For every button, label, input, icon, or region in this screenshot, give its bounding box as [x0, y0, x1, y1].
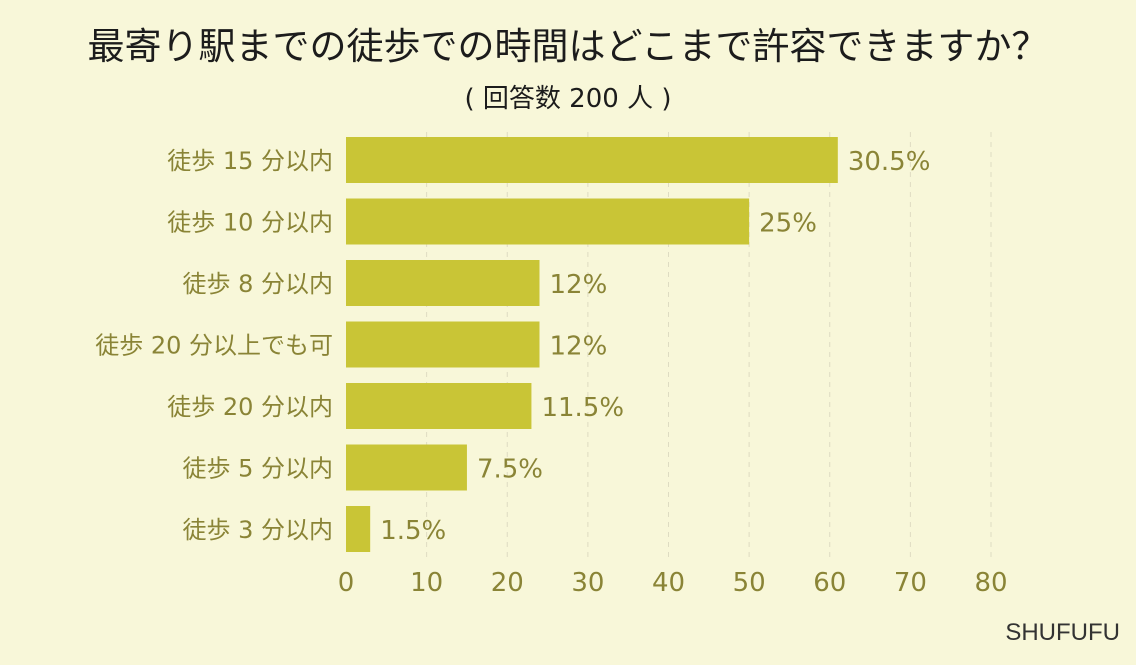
bar	[346, 137, 838, 183]
chart-title: 最寄り駅までの徒歩での時間はどこまで許容できますか？	[87, 25, 1049, 68]
x-tick-label: 0	[338, 568, 355, 598]
category-label: 徒歩 20 分以内	[167, 393, 333, 421]
value-label: 7.5%	[477, 455, 543, 485]
category-label: 徒歩 5 分以内	[182, 455, 333, 483]
bar	[346, 198, 750, 245]
x-tick-label: 20	[491, 568, 524, 598]
category-label: 徒歩 3 分以内	[182, 516, 333, 544]
x-tick-label: 40	[652, 568, 685, 598]
source-label: SHUFUFU	[1005, 619, 1120, 646]
x-tick-label: 10	[410, 568, 443, 598]
x-axis-ticks: 0 10 20 30 40 50 60 70 80	[338, 568, 1008, 598]
category-label: 徒歩 20 分以上でも可	[95, 332, 333, 360]
bar	[346, 506, 371, 552]
value-label: 1.5%	[380, 516, 446, 546]
chart-subtitle: ( 回答数 200 人 )	[464, 84, 672, 114]
value-label: 12%	[550, 270, 608, 300]
value-label: 25%	[759, 209, 817, 239]
category-label: 徒歩 10 分以内	[167, 209, 333, 237]
x-tick-label: 70	[894, 568, 927, 598]
value-label: 12%	[550, 332, 608, 362]
bar	[346, 260, 540, 306]
x-tick-label: 60	[813, 568, 846, 598]
bar	[346, 321, 540, 368]
value-label: 11.5%	[541, 393, 624, 423]
x-tick-label: 50	[733, 568, 766, 598]
category-label: 徒歩 15 分以内	[167, 147, 333, 175]
value-labels: 30.5% 25% 12% 12% 11.5% 7.5% 1.5%	[380, 147, 930, 546]
bar	[346, 444, 467, 491]
x-tick-label: 30	[571, 568, 604, 598]
bar	[346, 383, 532, 429]
category-label: 徒歩 8 分以内	[182, 270, 333, 298]
value-label: 30.5%	[848, 147, 931, 177]
x-tick-label: 80	[974, 568, 1007, 598]
bars	[346, 137, 838, 552]
